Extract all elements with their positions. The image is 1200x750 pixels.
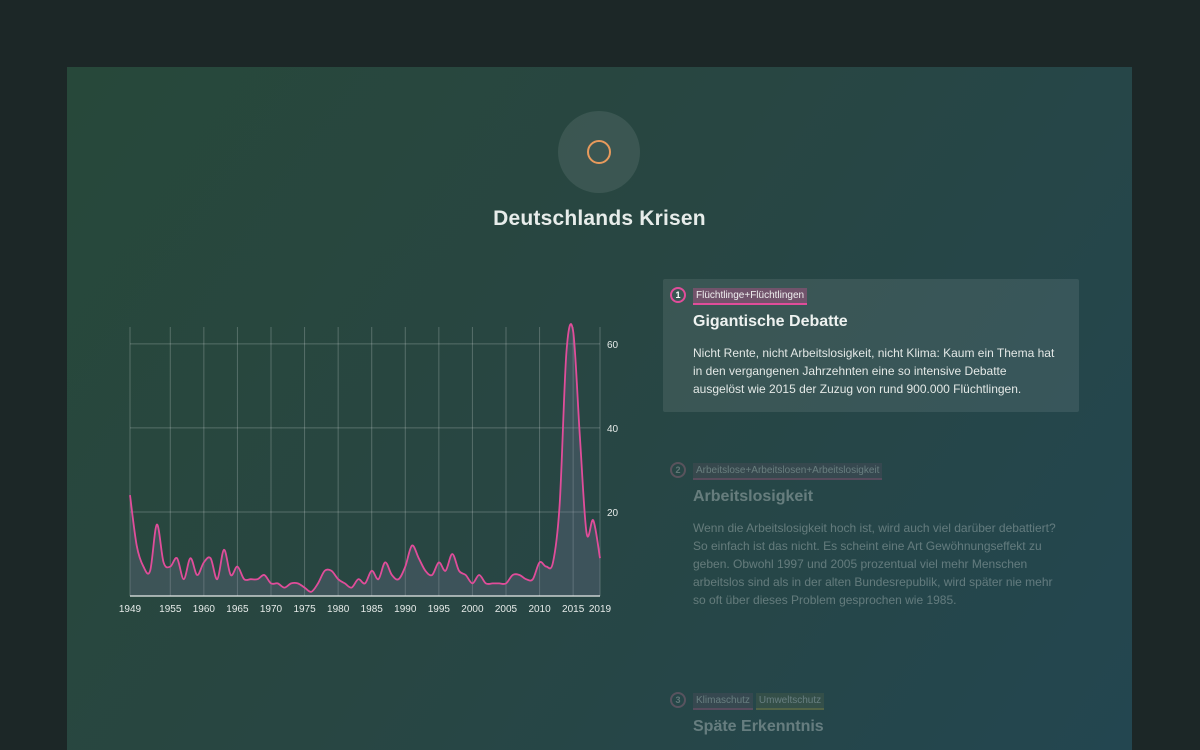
x-tick-label: 1985 — [361, 604, 384, 615]
card-text: Wenn die Arbeitslosigkeit hoch ist, wird… — [693, 521, 1056, 607]
x-tick-label: 1949 — [119, 604, 142, 615]
x-tick-label: 2000 — [461, 604, 484, 615]
logo — [558, 111, 640, 193]
tag-list: Klimaschutz Umweltschutz — [693, 692, 1059, 710]
x-tick-label: 1960 — [193, 604, 216, 615]
card-number: 2 — [670, 462, 686, 478]
circle-icon — [587, 140, 611, 164]
card-text: Nicht Rente, nicht Arbeitslosigkeit, nic… — [693, 346, 1055, 396]
chart-svg: 20 40 60 1949 1955 1960 1965 1970 1975 1980 1985 19… — [119, 323, 619, 615]
page-title: Deutschlands Krisen — [493, 207, 706, 230]
card-number: 3 — [670, 692, 686, 708]
x-tick-label: 1980 — [327, 604, 350, 615]
card-title: Arbeitslosigkeit — [693, 488, 814, 505]
y-tick-label: 60 — [607, 340, 619, 351]
x-tick-label: 1995 — [428, 604, 451, 615]
y-tick-label: 40 — [607, 424, 619, 435]
x-tick-label: 2015 — [562, 604, 585, 615]
x-tick-label: 2010 — [528, 604, 551, 615]
chart: 20 40 60 1949 1955 1960 1965 1970 1975 1980 1985 19… — [107, 317, 647, 627]
tag: Flüchtlinge+Flüchtlingen — [693, 287, 808, 305]
tag: Klimaschutz — [693, 692, 753, 710]
tag: Umweltschutz — [755, 692, 825, 710]
x-tick-label: 1975 — [293, 604, 316, 615]
story-card-1[interactable]: 1 Flüchtlinge+Flüchtlingen Gigantische D… — [663, 279, 1079, 412]
story-card-3[interactable]: 3 Klimaschutz Umweltschutz Späte Erkennt… — [663, 684, 1079, 750]
series-line — [129, 323, 601, 593]
y-tick-label: 20 — [607, 508, 619, 519]
main-panel: Deutschlands Krisen 20 40 60 1949 1955 1960 19… — [67, 67, 1132, 750]
card-title: Späte Erkenntnis — [693, 718, 824, 735]
card-title: Gigantische Debatte — [693, 313, 848, 330]
x-tick-label: 2005 — [495, 604, 518, 615]
series-area — [130, 324, 600, 596]
x-tick-label: 2019 — [589, 604, 612, 615]
story-card-2[interactable]: 2 Arbeitslose+Arbeitslosen+Arbeitslosigk… — [663, 454, 1079, 623]
x-tick-label: 1970 — [260, 604, 283, 615]
tag-list: Flüchtlinge+Flüchtlingen — [693, 287, 1059, 305]
tag-list: Arbeitslose+Arbeitslosen+Arbeitslosigkei… — [693, 462, 1059, 480]
x-tick-label: 1990 — [394, 604, 417, 615]
x-tick-label: 1955 — [159, 604, 182, 615]
x-tick-label: 1965 — [226, 604, 249, 615]
card-number: 1 — [670, 287, 686, 303]
tag: Arbeitslose+Arbeitslosen+Arbeitslosigkei… — [693, 462, 883, 480]
